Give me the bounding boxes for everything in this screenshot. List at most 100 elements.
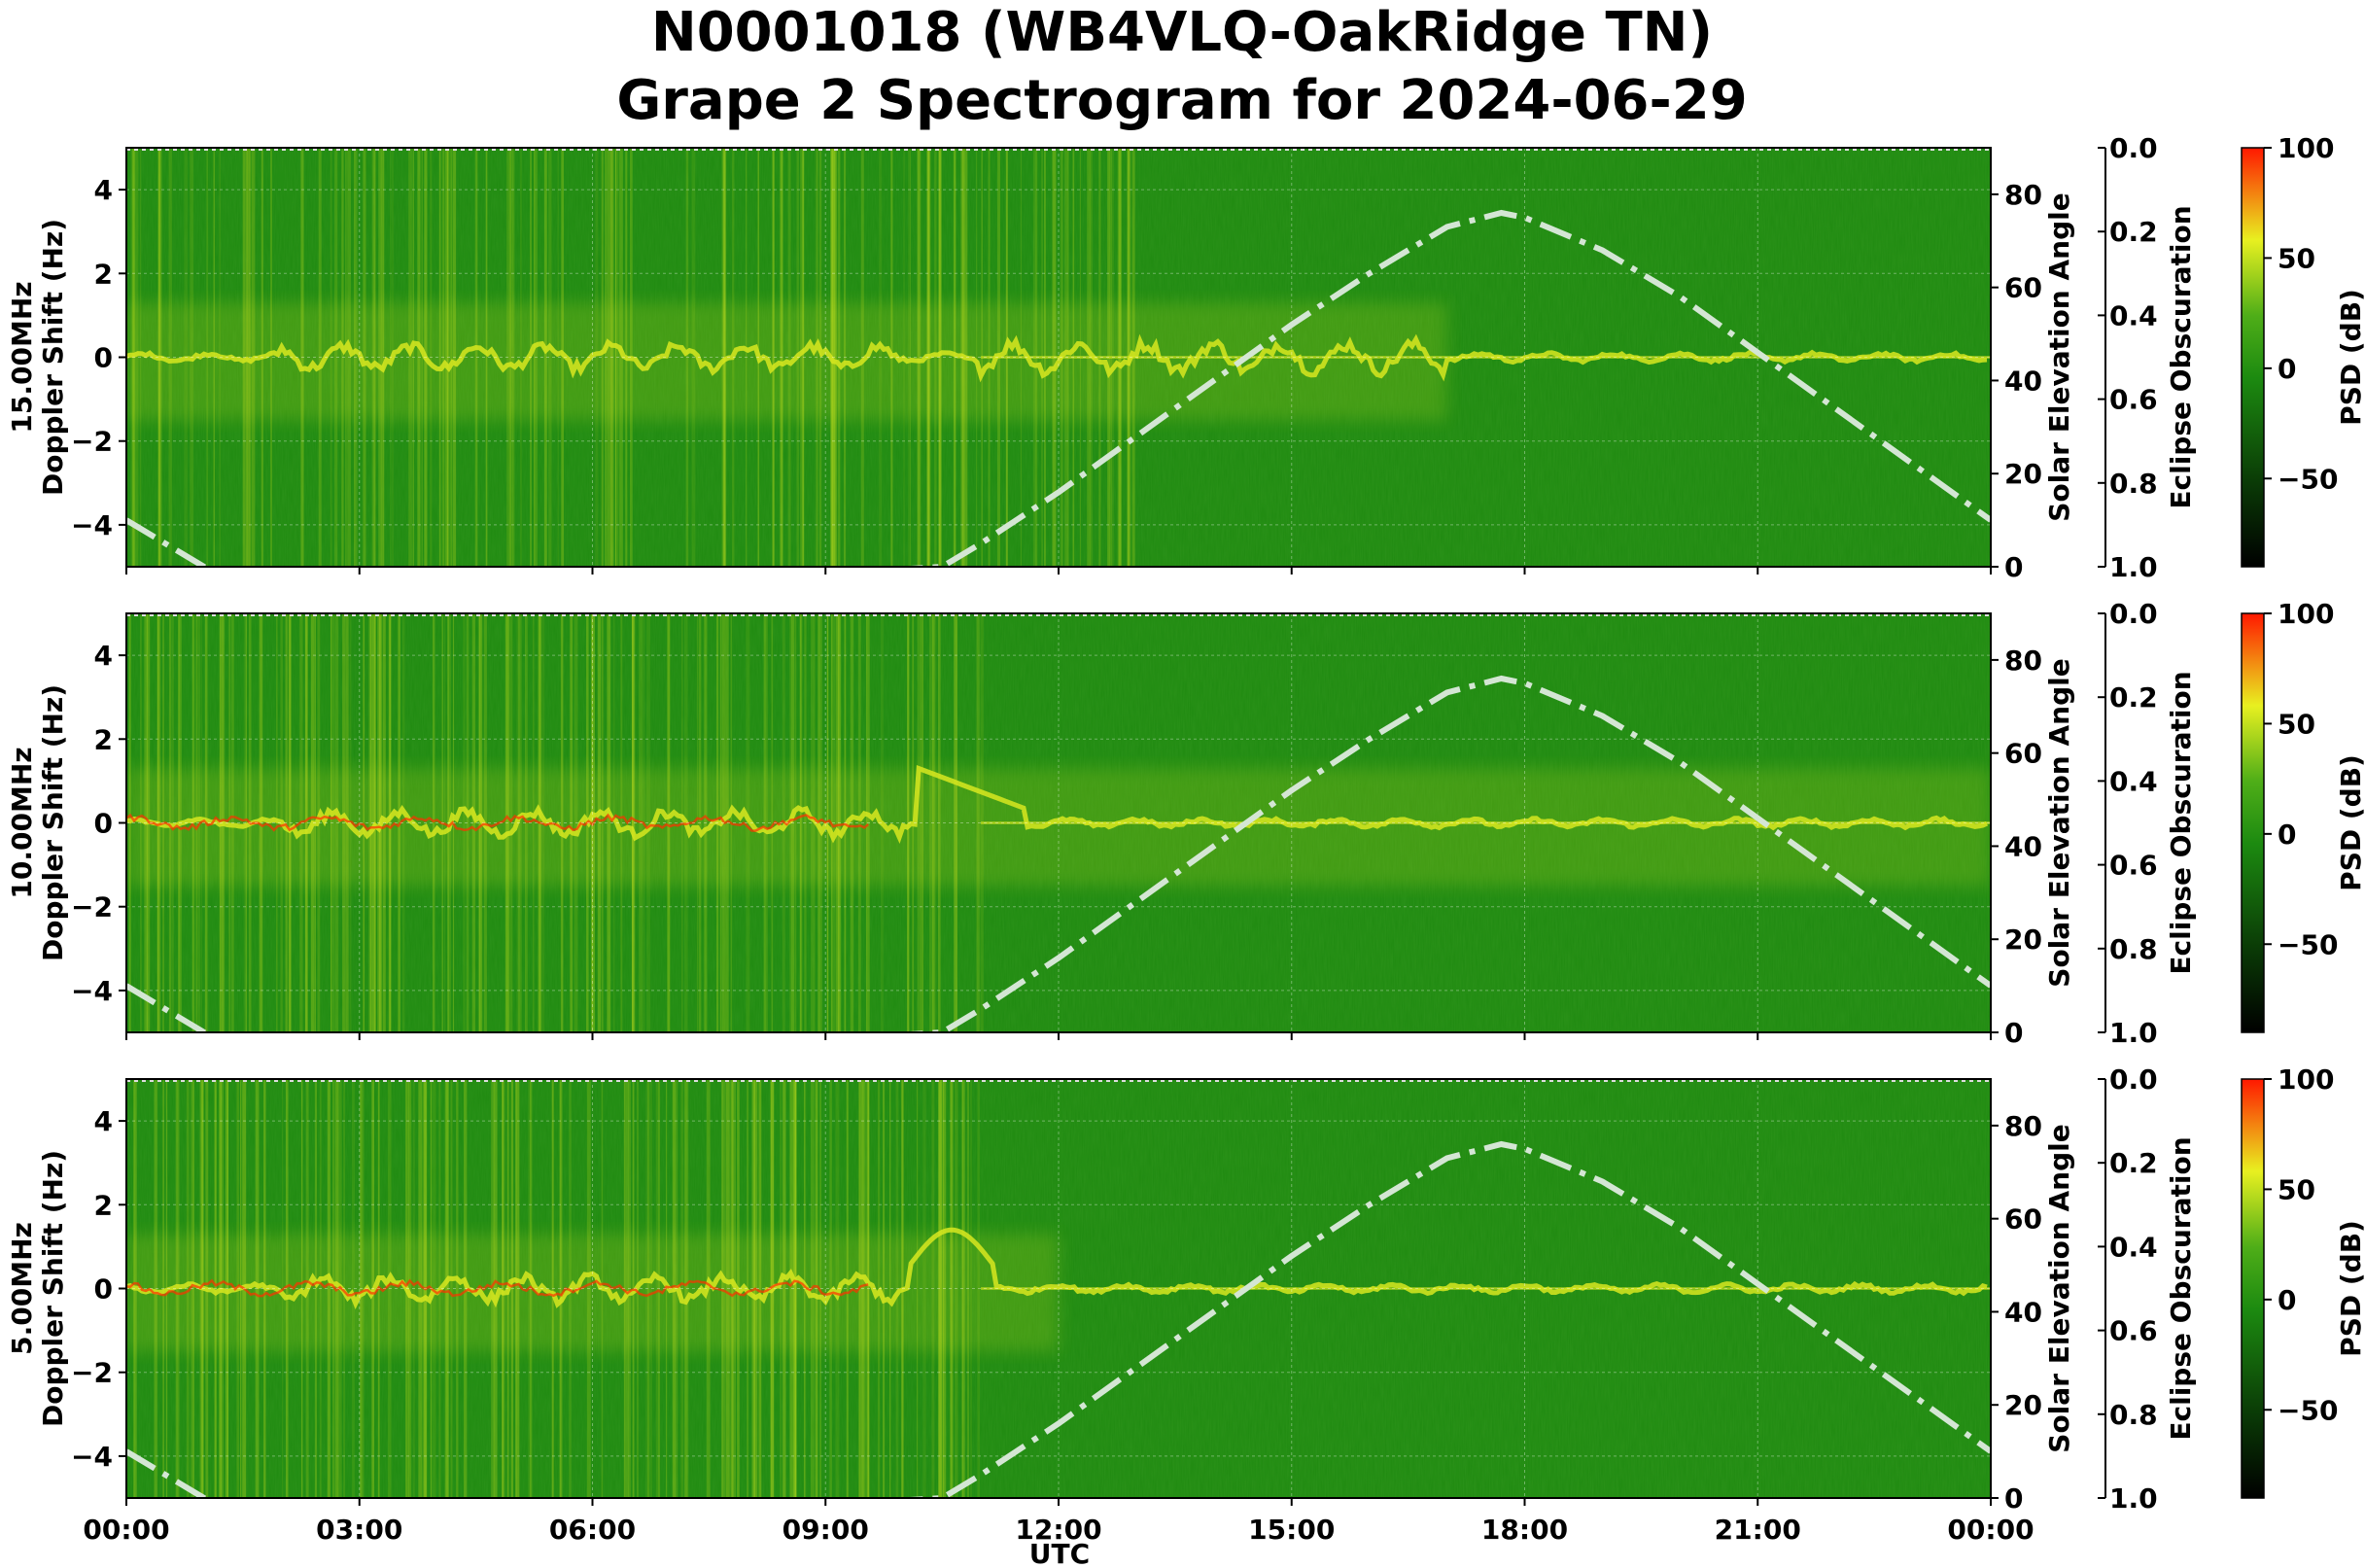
x-tick-label: 00:00 (1947, 1514, 2034, 1546)
colorbar (2241, 612, 2265, 1033)
solar-axis-label: Solar Elevation Angle (2043, 658, 2075, 987)
colorbar-tick-label: 50 (2278, 708, 2315, 740)
eclipse-tick-label: 0.0 (2109, 132, 2158, 164)
eclipse-tick-label: 0.0 (2109, 1063, 2158, 1096)
y-tick-label: −2 (71, 891, 113, 923)
y-tick-label: 4 (94, 174, 113, 206)
colorbar-tick-label: −50 (2278, 463, 2338, 495)
solar-axis-label: Solar Elevation Angle (2043, 192, 2075, 521)
y-axis-label: Doppler Shift (Hz) (37, 1150, 69, 1427)
solar-tick-label: 20 (2004, 1389, 2042, 1421)
carrier-trace (126, 333, 1988, 383)
panel-15.00MHz: 420−2−415.00MHz Doppler Shift (Hz)0204060… (6, 132, 2365, 583)
solar-tick-label: 20 (2004, 458, 2042, 490)
eclipse-tick-label: 0.8 (2109, 933, 2158, 965)
y-tick-label: −4 (71, 509, 113, 541)
colorbar (2241, 1078, 2265, 1499)
solar-tick-label: 60 (2004, 272, 2042, 304)
eclipse-tick-label: 0.2 (2109, 216, 2158, 248)
solar-axis-label: Solar Elevation Angle (2043, 1124, 2075, 1452)
panels-group: 420−2−415.00MHz Doppler Shift (Hz)0204060… (6, 132, 2365, 1546)
solar-tick-label: 40 (2004, 830, 2042, 862)
solar-elevation-curve (126, 675, 1991, 1032)
solar-tick-label: 40 (2004, 365, 2042, 397)
solar-tick-label: 80 (2004, 1110, 2042, 1142)
colorbar-tick-label: 0 (2278, 819, 2296, 851)
chart-title-line1: N0001018 (WB4VLQ-OakRidge TN) (651, 1, 1713, 64)
eclipse-axis-label: Eclipse Obscuration (2165, 1136, 2197, 1440)
eclipse-tick-label: 0.4 (2109, 299, 2158, 331)
x-axis-label: UTC (1029, 1538, 1090, 1568)
colorbar-label: PSD (dB) (2335, 289, 2365, 426)
x-tick-label: 21:00 (1715, 1514, 1801, 1546)
y-axis-label: Doppler Shift (Hz) (37, 219, 69, 496)
eclipse-tick-label: 0.0 (2109, 598, 2158, 630)
y-tick-label: 4 (94, 640, 113, 672)
solar-tick-label: 20 (2004, 923, 2042, 956)
eclipse-tick-label: 1.0 (2109, 551, 2158, 583)
carrier-trace-hot (126, 1278, 869, 1298)
eclipse-axis-label: Eclipse Obscuration (2165, 671, 2197, 974)
panel-10.00MHz: 420−2−410.00MHz Doppler Shift (Hz)0204060… (6, 598, 2365, 1049)
eclipse-tick-label: 0.6 (2109, 384, 2158, 416)
eclipse-tick-label: 0.8 (2109, 1399, 2158, 1431)
eclipse-tick-label: 0.4 (2109, 1231, 2158, 1263)
solar-tick-label: 60 (2004, 1203, 2042, 1236)
y-tick-label: 4 (94, 1105, 113, 1137)
x-tick-label: 09:00 (783, 1514, 869, 1546)
solar-tick-label: 40 (2004, 1296, 2042, 1328)
y-tick-label: −4 (71, 975, 113, 1007)
colorbar-tick-label: −50 (2278, 1394, 2338, 1426)
heatmap-area (126, 148, 1991, 567)
eclipse-tick-label: 0.4 (2109, 765, 2158, 797)
y-tick-label: −2 (71, 1357, 113, 1389)
x-tick-label: 12:00 (1015, 1514, 1101, 1546)
colorbar-tick-label: 100 (2278, 132, 2334, 164)
solar-tick-label: 0 (2004, 1017, 2023, 1049)
colorbar-tick-label: 0 (2278, 1284, 2296, 1316)
solar-tick-label: 0 (2004, 1482, 2023, 1515)
solar-tick-label: 80 (2004, 645, 2042, 677)
y-axis-freq-label: 5.00MHz (6, 1222, 38, 1355)
eclipse-tick-label: 1.0 (2109, 1017, 2158, 1049)
heatmap-area (126, 613, 1991, 1032)
carrier-trace (126, 764, 1989, 845)
colorbar-tick-label: −50 (2278, 928, 2338, 960)
y-axis-label: Doppler Shift (Hz) (37, 684, 69, 961)
solar-elevation-curve (126, 209, 1991, 567)
panel-5.00MHz: 420−2−45.00MHz Doppler Shift (Hz)02040608… (6, 1063, 2365, 1546)
y-tick-label: 2 (94, 723, 113, 755)
y-axis-freq-label: 15.00MHz (6, 281, 38, 433)
y-tick-label: 2 (94, 258, 113, 290)
solar-tick-label: 80 (2004, 179, 2042, 211)
y-tick-label: −2 (71, 426, 113, 458)
y-tick-label: 2 (94, 1189, 113, 1221)
eclipse-tick-label: 0.6 (2109, 1315, 2158, 1347)
colorbar-tick-label: 100 (2278, 598, 2334, 630)
chart-title-line2: Grape 2 Spectrogram for 2024-06-29 (616, 69, 1747, 132)
y-axis-freq-label: 10.00MHz (6, 747, 38, 898)
x-tick-label: 06:00 (549, 1514, 636, 1546)
eclipse-tick-label: 0.6 (2109, 850, 2158, 882)
colorbar-label: PSD (dB) (2335, 1220, 2365, 1357)
y-tick-label: 0 (94, 342, 113, 374)
x-tick-label: 18:00 (1481, 1514, 1568, 1546)
eclipse-tick-label: 0.2 (2109, 681, 2158, 714)
y-tick-label: −4 (71, 1441, 113, 1473)
solar-elevation-curve (126, 1140, 1991, 1498)
x-tick-label: 00:00 (83, 1514, 169, 1546)
y-tick-label: 0 (94, 1273, 113, 1306)
colorbar-tick-label: 50 (2278, 242, 2315, 274)
colorbar-tick-label: 50 (2278, 1173, 2315, 1205)
colorbar-label: PSD (dB) (2335, 754, 2365, 891)
colorbar-tick-label: 0 (2278, 353, 2296, 385)
y-tick-label: 0 (94, 808, 113, 840)
colorbar (2241, 147, 2265, 568)
eclipse-tick-label: 0.2 (2109, 1147, 2158, 1179)
colorbar-tick-label: 100 (2278, 1063, 2334, 1096)
solar-tick-label: 60 (2004, 738, 2042, 770)
eclipse-tick-label: 1.0 (2109, 1482, 2158, 1515)
heatmap-area (126, 1079, 1991, 1498)
x-tick-label: 03:00 (316, 1514, 402, 1546)
